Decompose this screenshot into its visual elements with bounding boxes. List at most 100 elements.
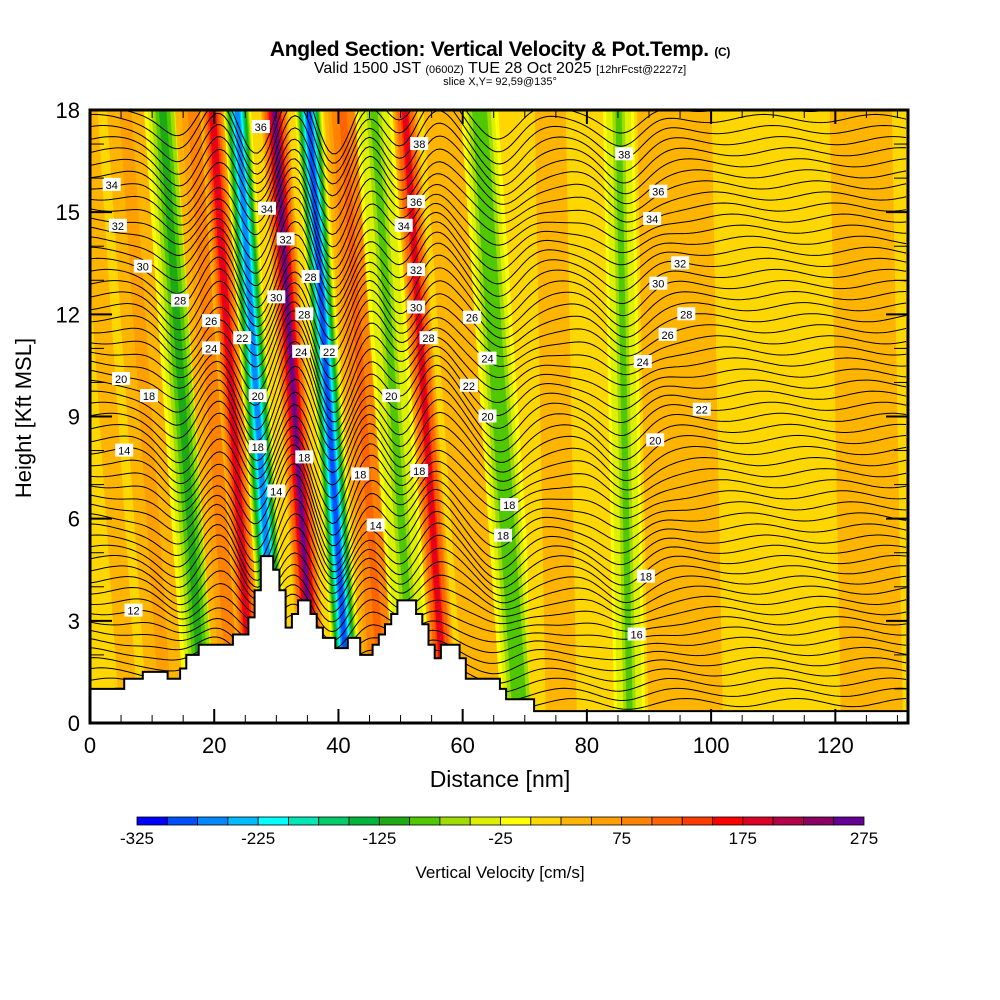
svg-text:32: 32 <box>674 258 686 270</box>
theta-contour-line <box>90 463 907 547</box>
colorbar-swatch <box>833 816 865 826</box>
x-axis-label: Distance [nm] <box>429 766 571 792</box>
velocity-band-level <box>748 110 798 723</box>
velocity-band-level <box>158 110 208 723</box>
svg-text:24: 24 <box>205 343 217 355</box>
theta-contour-line <box>90 352 907 432</box>
theta-contour-line <box>90 399 907 473</box>
contour-label: 14 <box>267 484 286 498</box>
theta-contour-line <box>90 242 907 319</box>
axis-ticks <box>89 109 908 724</box>
contour-label: 38 <box>615 147 634 161</box>
theta-contour-line <box>90 135 907 210</box>
x-tick-label: 0 <box>84 733 96 758</box>
svg-text:20: 20 <box>252 391 264 403</box>
svg-text:26: 26 <box>661 330 673 342</box>
velocity-band <box>460 110 540 723</box>
svg-text:18: 18 <box>298 452 310 464</box>
colorbar-swatch <box>288 816 320 826</box>
velocity-band-level <box>210 110 256 723</box>
theta-contour-line <box>90 603 907 650</box>
contour-label: 30 <box>407 300 426 315</box>
velocity-band <box>144 110 223 723</box>
theta-contour-line <box>90 301 907 380</box>
svg-text:24: 24 <box>295 347 307 359</box>
contour-label: 36 <box>251 120 270 134</box>
y-tick-labels: 0 3 6 9 12 15 18 <box>56 98 80 736</box>
theta-contour-line <box>90 110 907 175</box>
velocity-band-level <box>187 110 241 723</box>
theta-contour-line <box>90 122 907 197</box>
contour-label: 26 <box>658 327 677 342</box>
svg-text:30: 30 <box>410 303 422 315</box>
colorbar-swatch <box>197 816 229 826</box>
theta-contour-line <box>90 484 907 566</box>
x-tick-label: 120 <box>817 733 854 758</box>
velocity-band-level <box>307 110 351 723</box>
svg-text:32: 32 <box>112 221 124 233</box>
theta-contour-line <box>90 453 907 536</box>
colorbar-swatch <box>500 816 532 826</box>
velocity-band-level <box>90 110 139 723</box>
y-tick-label: 12 <box>56 302 80 327</box>
colorbar-swatch <box>621 816 653 826</box>
svg-text:18: 18 <box>354 469 366 481</box>
theta-contour-line <box>90 167 907 248</box>
colorbar-swatch <box>136 816 168 826</box>
velocity-band-level <box>370 110 419 723</box>
contour-label: 18 <box>410 464 429 478</box>
colorbar-tick-label: -25 <box>488 829 513 848</box>
theta-contour-line <box>90 280 907 354</box>
y-tick-label: 15 <box>56 200 80 225</box>
velocity-band <box>423 110 502 723</box>
theta-contour-line <box>90 292 907 367</box>
svg-text:16: 16 <box>630 630 642 642</box>
contour-label: 24 <box>633 355 652 369</box>
svg-text:36: 36 <box>255 122 267 134</box>
svg-text:28: 28 <box>304 272 316 284</box>
contour-label: 38 <box>410 137 429 151</box>
contour-label: 22 <box>320 344 339 359</box>
contour-label: 34 <box>102 177 121 192</box>
contour-label: 18 <box>636 569 655 584</box>
svg-text:14: 14 <box>370 521 382 533</box>
colorbar-swatch <box>712 816 744 826</box>
contour-label: 22 <box>459 378 478 393</box>
svg-text:18: 18 <box>640 572 652 584</box>
velocity-band-level <box>615 110 633 723</box>
y-tick-label: 18 <box>56 98 80 123</box>
colorbar-swatch <box>227 816 259 826</box>
colorbar-swatch <box>166 816 198 826</box>
contour-label: 16 <box>627 627 646 642</box>
colorbar-tick-label: 75 <box>612 829 631 848</box>
svg-text:28: 28 <box>680 309 692 321</box>
contour-label: 28 <box>295 307 314 321</box>
colorbar-swatch <box>257 816 289 826</box>
contour-label: 24 <box>292 344 311 359</box>
contour-label: 32 <box>671 256 690 270</box>
contour-label: 26 <box>202 314 221 328</box>
contour-label: 18 <box>494 528 512 543</box>
title-units: (C) <box>714 45 731 59</box>
svg-text:36: 36 <box>652 187 664 199</box>
contour-label: 32 <box>407 263 426 277</box>
theta-contour-line <box>90 340 907 423</box>
contour-label: 34 <box>258 201 276 216</box>
colorbar-swatch <box>378 816 411 826</box>
theta-contour-line <box>90 574 907 623</box>
velocity-band <box>90 110 148 723</box>
theta-contour-line <box>90 424 907 499</box>
contour-label: 36 <box>407 194 426 209</box>
colorbar-swatch <box>681 816 713 826</box>
slice-info: slice X,Y= 92,59@135° <box>443 76 557 88</box>
contour-label: 18 <box>500 498 519 512</box>
contour-label: 28 <box>419 331 438 345</box>
colorbar-tick-label: -325 <box>120 829 154 848</box>
theta-contour-line <box>90 254 907 329</box>
svg-text:24: 24 <box>637 357 649 369</box>
contour-label: 18 <box>248 440 267 454</box>
svg-text:30: 30 <box>652 279 664 291</box>
x-tick-label: 60 <box>450 733 474 758</box>
colorbar <box>136 816 865 826</box>
